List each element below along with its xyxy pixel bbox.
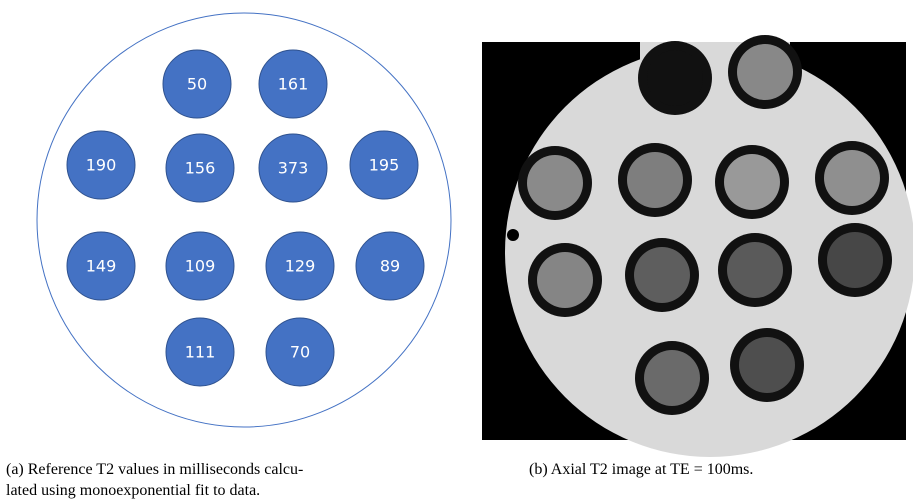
vial-core <box>827 232 883 288</box>
vial-core <box>527 155 583 211</box>
vial-core <box>647 50 703 106</box>
vial-core <box>737 44 793 100</box>
vial-core <box>644 350 700 406</box>
vial-core <box>724 154 780 210</box>
node-label: 111 <box>185 343 216 362</box>
vial-core <box>634 247 690 303</box>
node-label: 109 <box>185 257 216 276</box>
node-group: 50 161 190 156 373 195 149 109 129 89 111 70 <box>67 50 424 386</box>
vial-core <box>727 242 783 298</box>
marker <box>507 229 519 241</box>
node-label: 149 <box>86 257 117 276</box>
vial-core <box>739 337 795 393</box>
caption-a-line: (a) Reference T2 values in milliseconds … <box>6 461 303 478</box>
node-label: 373 <box>278 159 309 178</box>
figure: 50 161 190 156 373 195 149 109 129 89 111 70 (a) Re… <box>0 0 913 504</box>
node-label: 195 <box>369 156 400 175</box>
node-label: 70 <box>290 343 310 362</box>
caption-a-line: lated using monoexponential fit to data. <box>6 482 260 499</box>
node-label: 190 <box>86 156 117 175</box>
caption-b: (b) Axial T2 image at TE = 100ms. <box>529 461 753 478</box>
node-label: 50 <box>187 75 207 94</box>
node-label: 161 <box>278 75 309 94</box>
vial-core <box>537 252 593 308</box>
node-label: 89 <box>380 257 400 276</box>
outer-circle <box>37 13 451 427</box>
vial-core <box>627 152 683 208</box>
node-label: 156 <box>185 159 216 178</box>
node-label: 129 <box>285 257 316 276</box>
vial-core <box>824 150 880 206</box>
